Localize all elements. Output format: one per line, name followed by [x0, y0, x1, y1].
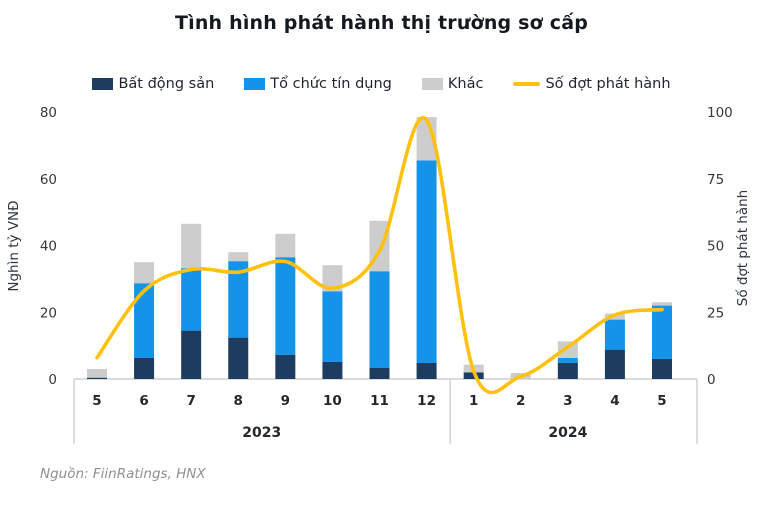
legend-label-so-dot-phat-hanh: Số đợt phát hành [545, 76, 671, 92]
legend-swatch-to-chuc-tin-dung [244, 78, 266, 90]
legend-swatch-so-dot-phat-hanh [513, 82, 541, 86]
bar-4-to-chuc-tin-dung [275, 257, 296, 355]
bar-5-khac [322, 265, 343, 292]
legend-item-so-dot-phat-hanh: Số đợt phát hành [513, 76, 671, 92]
left-tick-0: 0 [48, 372, 57, 388]
bar-3-to-chuc-tin-dung [228, 261, 249, 338]
bar-1-bat-dong-san [134, 357, 155, 379]
left-tick-60: 60 [40, 172, 57, 188]
bar-2-bat-dong-san [181, 330, 202, 379]
bar-6-to-chuc-tin-dung [369, 271, 390, 368]
bar-1-khac [134, 262, 155, 284]
month-label-12: 5 [657, 393, 666, 409]
month-label-8: 1 [469, 393, 478, 409]
left-tick-20: 20 [40, 305, 57, 321]
bar-7-bat-dong-san [416, 362, 437, 379]
bar-4-bat-dong-san [275, 354, 296, 379]
issuance-count-line [95, 116, 664, 395]
bar-12-khac [652, 302, 672, 306]
left-tick-80: 80 [40, 105, 57, 121]
year-label-2024: 2024 [548, 425, 587, 441]
bar-1-to-chuc-tin-dung [134, 283, 155, 358]
left-tick-40: 40 [40, 239, 57, 255]
month-label-5: 10 [323, 393, 342, 409]
month-label-3: 8 [234, 393, 243, 409]
right-tick-100: 100 [707, 105, 733, 121]
bar-12-to-chuc-tin-dung [652, 305, 672, 359]
bar-3-khac [228, 252, 249, 262]
month-label-0: 5 [92, 393, 101, 409]
right-tick-75: 75 [707, 172, 724, 188]
bar-3-bat-dong-san [228, 337, 249, 379]
bar-4-khac [275, 233, 296, 258]
legend-label-bat-dong-san: Bất động sản [118, 76, 215, 92]
right-tick-25: 25 [707, 305, 724, 321]
right-axis-title: Số đợt phát hành [735, 189, 751, 307]
right-tick-0: 0 [707, 372, 716, 388]
month-label-1: 6 [139, 393, 148, 409]
bar-5-bat-dong-san [322, 361, 343, 379]
right-tick-50: 50 [707, 239, 724, 255]
legend: Bất động sản Tổ chức tín dụng Khác Số đợt p… [0, 76, 763, 92]
legend-swatch-bat-dong-san [92, 78, 114, 90]
bar-10-to-chuc-tin-dung [557, 357, 578, 363]
source-note: Nguồn: FiinRatings, HNX [40, 466, 206, 482]
year-label-2023: 2023 [242, 425, 281, 441]
bar-12-bat-dong-san [652, 358, 672, 379]
bar-0-khac [87, 368, 107, 378]
month-label-10: 3 [563, 393, 572, 409]
month-label-9: 2 [516, 393, 525, 409]
legend-item-khac: Khác [421, 76, 484, 92]
legend-label-khac: Khác [447, 76, 484, 92]
chart-title: Tình hình phát hành thị trường sơ cấp [174, 12, 589, 34]
month-label-7: 12 [417, 393, 436, 409]
bar-2-to-chuc-tin-dung [181, 268, 202, 331]
month-label-6: 11 [370, 393, 389, 409]
bar-0-bat-dong-san [87, 377, 107, 379]
legend-item-bat-dong-san: Bất động sản [92, 76, 214, 92]
bar-11-to-chuc-tin-dung [604, 319, 625, 350]
bar-10-bat-dong-san [557, 362, 578, 379]
month-label-11: 4 [610, 393, 619, 409]
bar-2-khac [181, 223, 202, 269]
left-axis-title: Nghìn tỷ VNĐ [6, 200, 22, 292]
bar-5-to-chuc-tin-dung [322, 291, 343, 362]
month-label-2: 7 [186, 393, 195, 409]
bar-7-to-chuc-tin-dung [416, 160, 437, 363]
bar-6-bat-dong-san [369, 367, 390, 379]
legend-item-to-chuc-tin-dung: Tổ chức tín dụng [244, 76, 392, 92]
legend-label-to-chuc-tin-dung: Tổ chức tín dụng [270, 76, 392, 92]
legend-swatch-khac [421, 78, 443, 90]
bar-11-bat-dong-san [604, 349, 625, 379]
month-label-4: 9 [281, 393, 290, 409]
